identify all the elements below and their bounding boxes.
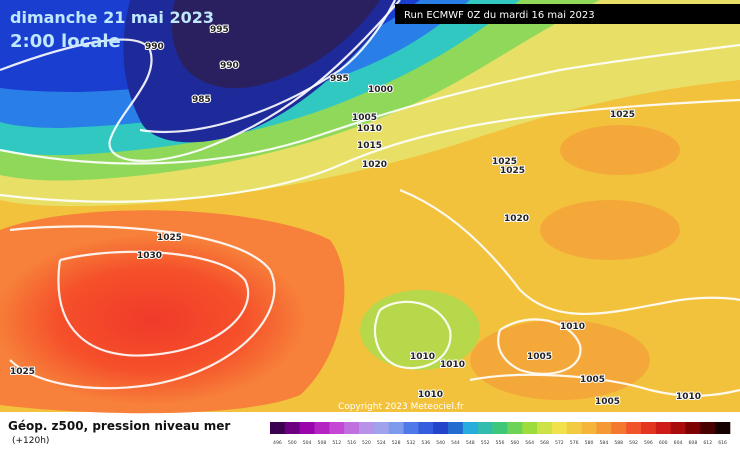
isobar-label: 1005 bbox=[595, 397, 620, 407]
scale-label: 504 bbox=[303, 440, 312, 446]
scale-swatch bbox=[418, 422, 434, 434]
scale-label: 588 bbox=[614, 440, 623, 446]
forecast-date: dimanche 21 mai 2023 bbox=[10, 8, 214, 27]
isobar-label: 1025 bbox=[157, 233, 182, 243]
scale-swatch bbox=[596, 422, 612, 434]
scale-label: 564 bbox=[525, 440, 534, 446]
lead-time: (+120h) bbox=[12, 436, 49, 446]
scale-label: 568 bbox=[540, 440, 549, 446]
color-scale: 496 500 504 508 512 516 520 524 528 532 536 540 544 5… bbox=[270, 422, 731, 446]
isobar-label: 1000 bbox=[368, 85, 393, 95]
scale-swatch bbox=[685, 422, 701, 434]
scale-swatch bbox=[566, 422, 582, 434]
map bbox=[0, 0, 740, 414]
scale-swatch bbox=[581, 422, 597, 434]
scale-swatch bbox=[299, 422, 315, 434]
scale-swatch bbox=[640, 422, 657, 434]
scale-label: 592 bbox=[629, 440, 638, 446]
scale-swatch bbox=[522, 422, 538, 434]
scale-swatch bbox=[551, 422, 568, 434]
scale-label: 496 bbox=[273, 440, 282, 446]
isobar-label: 1005 bbox=[352, 113, 377, 123]
scale-label: 560 bbox=[510, 440, 519, 446]
isobar-label: 990 bbox=[220, 61, 239, 71]
scale-swatch bbox=[670, 422, 686, 434]
isobar-label: 1020 bbox=[504, 214, 529, 224]
isobar-label: 995 bbox=[210, 25, 229, 35]
isobar-label: 1025 bbox=[610, 110, 635, 120]
scale-swatch bbox=[329, 422, 345, 434]
scale-label: 536 bbox=[421, 440, 430, 446]
scale-label: 572 bbox=[555, 440, 564, 446]
scale-swatch bbox=[477, 422, 493, 434]
isobar-label: 1025 bbox=[500, 166, 525, 176]
isobar-label: 1015 bbox=[357, 141, 382, 151]
scale-label: 524 bbox=[377, 440, 386, 446]
scale-label: 596 bbox=[644, 440, 653, 446]
scale-swatch bbox=[388, 422, 404, 434]
scale-label: 500 bbox=[288, 440, 297, 446]
scale-label: 576 bbox=[570, 440, 579, 446]
scale-swatch bbox=[492, 422, 508, 434]
scale-swatch bbox=[626, 422, 642, 434]
isobar-label: 1010 bbox=[560, 322, 585, 332]
run-box bbox=[395, 4, 740, 24]
scale-swatch bbox=[537, 422, 553, 434]
isobar-label: 1025 bbox=[492, 157, 517, 167]
scale-swatch bbox=[359, 422, 375, 434]
scale-swatch bbox=[611, 422, 627, 434]
forecast-time: 2:00 locale bbox=[10, 31, 121, 52]
run-info: Run ECMWF 0Z du mardi 16 mai 2023 bbox=[404, 10, 595, 21]
scale-label: 548 bbox=[466, 440, 475, 446]
legend-title: Géop. z500, pression niveau mer bbox=[8, 419, 230, 433]
scale-swatch bbox=[462, 422, 479, 434]
scale-label: 584 bbox=[599, 440, 608, 446]
scale-label: 512 bbox=[332, 440, 341, 446]
scale-swatch bbox=[270, 422, 286, 434]
isobar-label: 990 bbox=[145, 42, 164, 52]
scale-label: 508 bbox=[318, 440, 327, 446]
isobar-label: 1005 bbox=[580, 375, 605, 385]
scale-label: 612 bbox=[703, 440, 712, 446]
scale-label: 544 bbox=[451, 440, 460, 446]
scale-label: 604 bbox=[674, 440, 683, 446]
scale-label: 616 bbox=[718, 440, 727, 446]
isobar-label: 1010 bbox=[676, 392, 701, 402]
scale-label: 552 bbox=[481, 440, 490, 446]
isobar-label: 1010 bbox=[418, 390, 443, 400]
scale-swatch bbox=[284, 422, 300, 434]
isobar-labels: 9909959909859951000100510101015102010251… bbox=[9, 24, 702, 408]
isobar-label: 985 bbox=[192, 95, 211, 105]
scale-label: 556 bbox=[496, 440, 505, 446]
scale-swatch bbox=[344, 422, 360, 434]
scale-label: 540 bbox=[436, 440, 445, 446]
isobar-label: 1005 bbox=[527, 352, 552, 362]
scale-swatch bbox=[700, 422, 716, 434]
scale-label: 600 bbox=[659, 440, 668, 446]
isobar-label: 1030 bbox=[137, 251, 162, 261]
scale-label: 520 bbox=[362, 440, 371, 446]
isobar-label: 1010 bbox=[410, 352, 435, 362]
scale-label: 608 bbox=[689, 440, 698, 446]
copyright: Copyright 2023 Meteociel.fr bbox=[338, 402, 464, 412]
scale-swatch bbox=[433, 422, 449, 434]
isobar-label: 1020 bbox=[362, 160, 387, 170]
isobar-label: 995 bbox=[330, 74, 349, 84]
scale-label: 516 bbox=[347, 440, 356, 446]
scale-swatch bbox=[655, 422, 671, 434]
isobar-label: 1025 bbox=[10, 367, 35, 377]
scale-swatch bbox=[715, 422, 731, 434]
scale-swatch bbox=[314, 422, 330, 434]
scale-swatch bbox=[448, 422, 464, 434]
scale-swatch bbox=[507, 422, 523, 434]
scale-swatch bbox=[403, 422, 419, 434]
scale-label: 580 bbox=[585, 440, 594, 446]
isobar-label: 1010 bbox=[357, 124, 382, 134]
isobar-label: 1010 bbox=[440, 360, 465, 370]
scale-label: 532 bbox=[407, 440, 416, 446]
scale-label: 528 bbox=[392, 440, 401, 446]
scale-swatch bbox=[373, 422, 390, 434]
